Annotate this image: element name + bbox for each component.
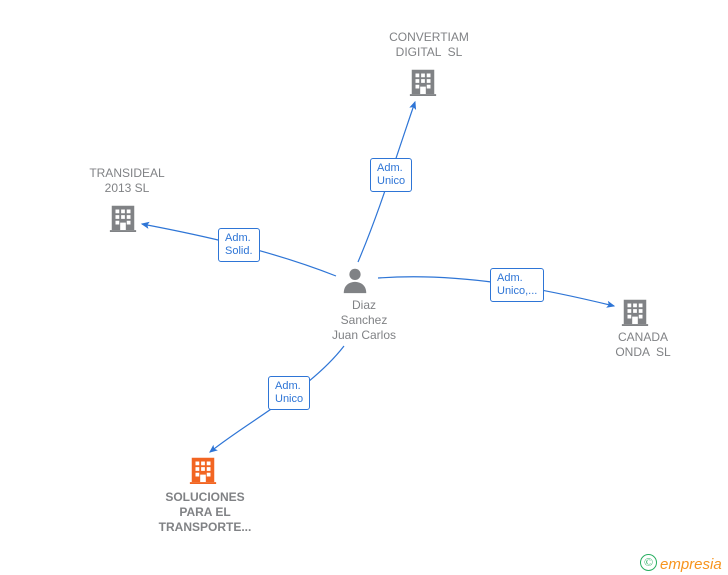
node-label-soluciones: SOLUCIONES PARA EL TRANSPORTE... [140,490,270,535]
node-label-canada: CANADA ONDA SL [598,330,688,360]
building-icon-canada [620,296,650,331]
edge-label-e-canada: Adm. Unico,... [490,268,544,302]
edge-label-e-transideal: Adm. Solid. [218,228,260,262]
building-icon-soluciones [188,454,218,489]
building-icon-convertiam [408,66,438,101]
copyright-icon: © [640,554,657,571]
building-icon-transideal [108,202,138,237]
node-label-convertiam: CONVERTIAM DIGITAL SL [374,30,484,60]
watermark-text: empresia [660,556,722,573]
center-label: Diaz Sanchez Juan Carlos [324,298,404,343]
node-label-transideal: TRANSIDEAL 2013 SL [72,166,182,196]
edge-label-e-soluciones: Adm. Unico [268,376,310,410]
person-icon [340,265,370,300]
edge-label-e-convertiam: Adm. Unico [370,158,412,192]
